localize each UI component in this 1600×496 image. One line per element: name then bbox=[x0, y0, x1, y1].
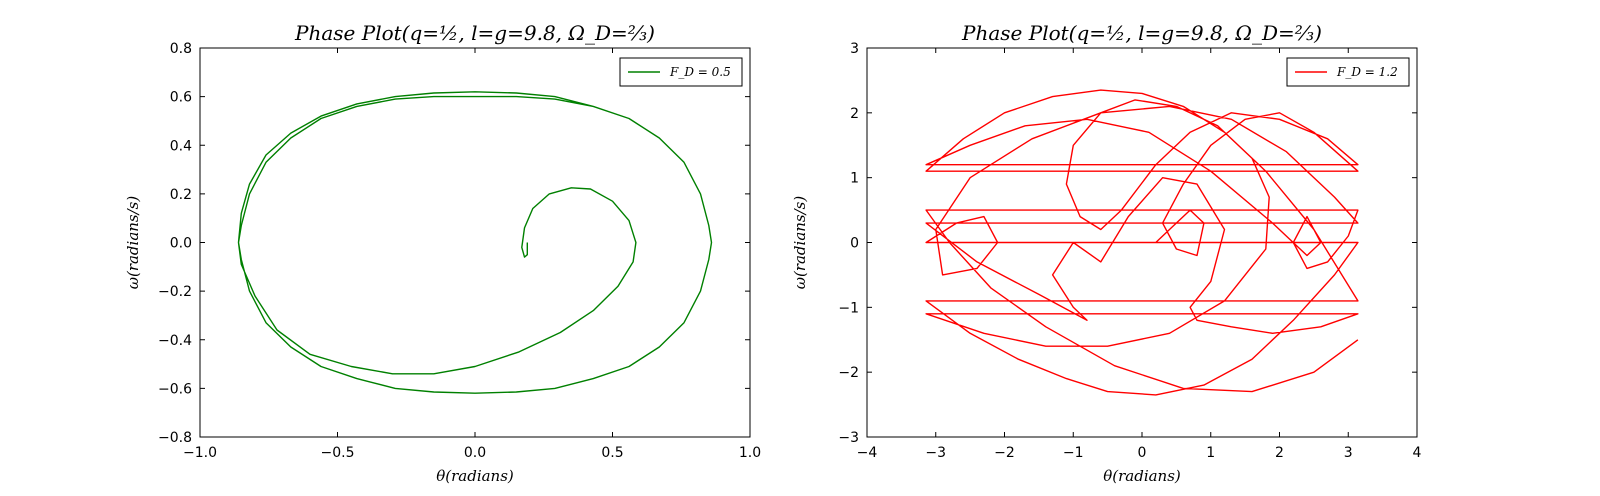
chart-title: Phase Plot(q=½, l=g=9.8, Ω_D=⅔) bbox=[294, 21, 655, 45]
x-tick-label: 1 bbox=[1206, 445, 1215, 461]
chart-title: Phase Plot(q=½, l=g=9.8, Ω_D=⅔) bbox=[961, 21, 1322, 45]
y-tick-label: −0.2 bbox=[158, 284, 192, 300]
y-tick-label: 1 bbox=[850, 171, 859, 187]
x-tick-label: 0.5 bbox=[601, 445, 623, 461]
x-tick-label: 3 bbox=[1344, 445, 1353, 461]
y-tick-label: −0.6 bbox=[158, 381, 192, 397]
legend-label: F_D = 1.2 bbox=[1336, 65, 1398, 79]
x-tick-label: 2 bbox=[1275, 445, 1284, 461]
y-tick-label: 0.8 bbox=[170, 41, 192, 57]
x-tick-label: −0.5 bbox=[321, 445, 355, 461]
y-tick-label: 2 bbox=[850, 106, 859, 122]
y-axis-label: ω(radians/s) bbox=[791, 196, 809, 290]
y-tick-label: −0.8 bbox=[158, 430, 192, 446]
chart-left: −1.0 −0.5 0.0 0.5 1.0 −0.8 −0.6 −0.4 −0.2 0.0 0.2 0… bbox=[124, 21, 761, 485]
series-line-0 bbox=[237, 91, 713, 394]
y-tick-label: 0 bbox=[850, 236, 859, 252]
x-tick-label: 4 bbox=[1413, 445, 1422, 461]
x-tick-label: −1 bbox=[1063, 445, 1084, 461]
y-tick-label: 0.0 bbox=[170, 236, 192, 252]
x-tick-label: 1.0 bbox=[739, 445, 761, 461]
x-tick-label: −3 bbox=[925, 445, 946, 461]
y-tick-label: 0.6 bbox=[170, 90, 192, 106]
x-axis-label: θ(radians) bbox=[436, 467, 514, 485]
y-tick-label: 0.4 bbox=[170, 138, 192, 154]
x-tick-label: 0.0 bbox=[464, 445, 486, 461]
y-tick-label: −1 bbox=[838, 300, 859, 316]
series-line-0 bbox=[925, 89, 1359, 396]
y-axis-label: ω(radians/s) bbox=[124, 196, 142, 290]
y-tick-label: −3 bbox=[838, 430, 859, 446]
x-axis-label: θ(radians) bbox=[1103, 467, 1181, 485]
y-tick-label: 0.2 bbox=[170, 187, 192, 203]
x-tick-label: −4 bbox=[857, 445, 878, 461]
y-tick-label: 3 bbox=[850, 41, 859, 57]
x-tick-label: 0 bbox=[1138, 445, 1147, 461]
y-tick-label: −2 bbox=[838, 365, 859, 381]
x-tick-label: −2 bbox=[994, 445, 1015, 461]
y-tick-label: −0.4 bbox=[158, 333, 192, 349]
x-tick-label: −1.0 bbox=[183, 445, 217, 461]
legend-label: F_D = 0.5 bbox=[669, 65, 731, 79]
